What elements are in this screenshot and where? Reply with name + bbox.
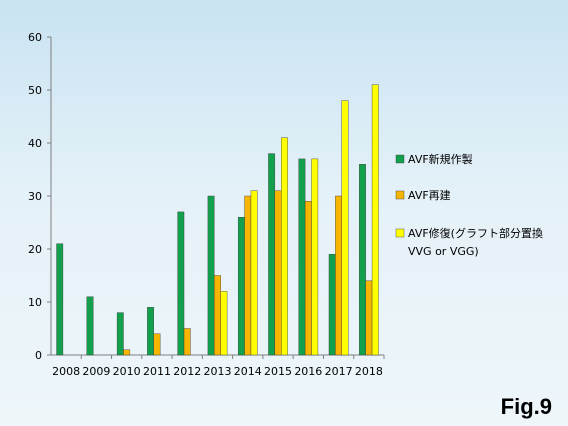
y-tick-label: 40 [28, 137, 42, 150]
x-tick-label: 2017 [325, 365, 353, 378]
y-tick-label: 20 [28, 243, 42, 256]
x-tick-label: 2009 [82, 365, 110, 378]
bar-repair-2013 [220, 291, 228, 356]
y-tick-label: 60 [28, 31, 42, 44]
bar-rebuild-2016 [304, 201, 312, 356]
x-tick-label: 2014 [234, 365, 262, 378]
bar-new-2016 [298, 158, 306, 356]
x-tick-labels: 2008 2009 2010 2011 2012 2013 2014 2015 2016 2017… [52, 355, 385, 378]
legend-label: AVF新規作製 [408, 152, 473, 166]
bar-new-2009 [86, 296, 94, 356]
bar-new-2014 [237, 216, 245, 356]
bar-repair-2015 [281, 137, 288, 356]
x-tick-label: 2015 [264, 365, 292, 378]
legend-label: AVF再建 [408, 188, 451, 202]
bar-new-2012 [177, 211, 185, 356]
bar-new-2013 [207, 195, 215, 356]
legend-label-line2: VVG or VGG) [408, 245, 479, 258]
y-tick-label: 30 [28, 190, 42, 203]
bar-new-2018 [359, 163, 366, 356]
y-tick-labels: 0 10 20 30 40 50 60 [28, 31, 51, 362]
x-tick-label: 2010 [113, 365, 141, 378]
x-tick-label: 2008 [52, 365, 80, 378]
bar-rebuild-2010 [123, 349, 131, 356]
legend-swatch [395, 154, 405, 164]
bar-new-2017 [328, 254, 336, 356]
x-tick-label: 2013 [204, 365, 232, 378]
chart-bars [56, 84, 379, 356]
y-tick-label: 0 [35, 349, 42, 362]
bar-new-2011 [147, 307, 154, 356]
bar-rebuild-2015 [274, 190, 282, 356]
bar-rebuild-2012 [183, 328, 191, 356]
bar-repair-2017 [341, 100, 349, 356]
y-tick-label: 10 [28, 296, 42, 309]
legend-swatch [395, 190, 405, 200]
bar-new-2015 [268, 153, 276, 356]
legend-swatch [395, 228, 405, 238]
bar-rebuild-2011 [153, 333, 161, 356]
bar-new-2010 [116, 312, 124, 356]
legend-label: AVF修復(グラフト部分置換 [408, 226, 543, 240]
bar-rebuild-2018 [365, 280, 373, 356]
x-tick-label: 2016 [294, 365, 322, 378]
y-tick-label: 50 [28, 84, 42, 97]
bar-repair-2014 [250, 190, 258, 356]
bar-repair-2018 [371, 84, 379, 356]
bar-rebuild-2013 [214, 275, 221, 356]
x-tick-label: 2018 [355, 365, 383, 378]
chart-legend: AVF新規作製 AVF再建 AVF修復(グラフト部分置換 VVG or VGG) [395, 152, 543, 258]
figure-label: Fig.9 [500, 394, 552, 419]
bar-rebuild-2017 [335, 195, 342, 356]
bar-rebuild-2014 [244, 195, 252, 356]
x-tick-label: 2012 [173, 365, 201, 378]
bar-new-2008 [56, 243, 64, 356]
bar-repair-2016 [311, 158, 319, 356]
x-tick-label: 2011 [143, 365, 171, 378]
